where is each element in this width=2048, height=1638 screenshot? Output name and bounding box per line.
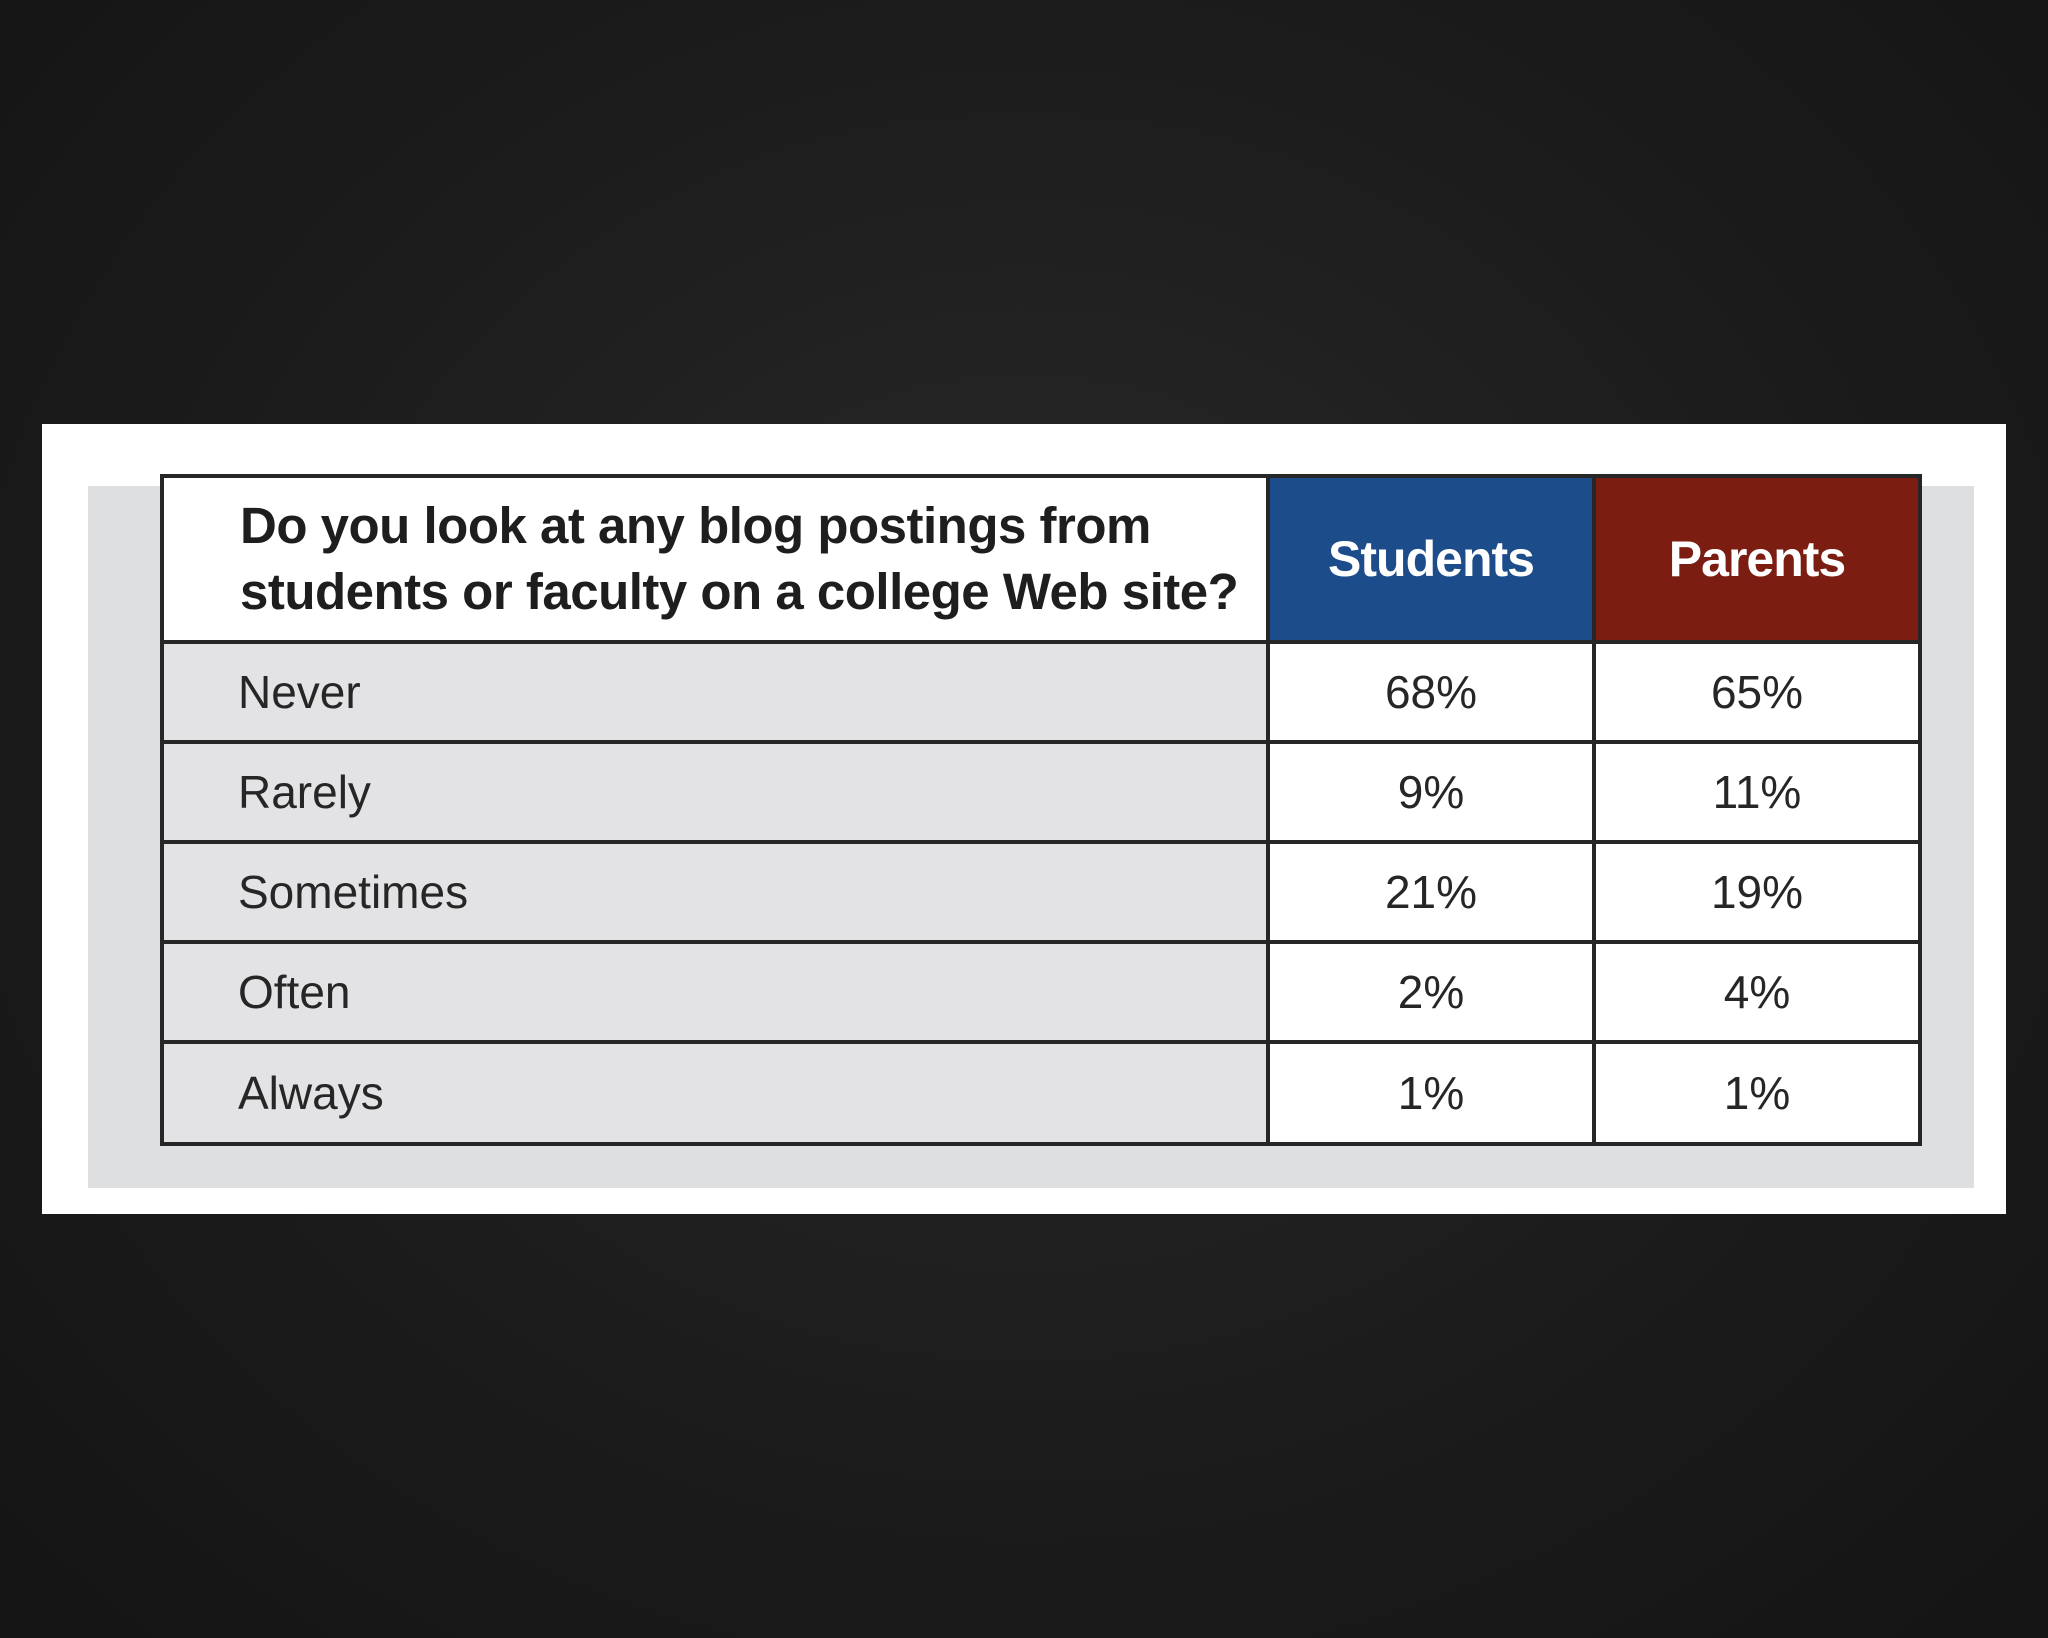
students-value-never: 68% bbox=[1270, 644, 1592, 740]
students-value-rarely: 9% bbox=[1270, 744, 1592, 840]
parents-value-never: 65% bbox=[1596, 644, 1918, 740]
row-label-sometimes: Sometimes bbox=[164, 844, 1266, 940]
row-label-never: Never bbox=[164, 644, 1266, 740]
students-value-often: 2% bbox=[1270, 944, 1592, 1040]
parents-value-rarely: 11% bbox=[1596, 744, 1918, 840]
table-question-header: Do you look at any blog postings from st… bbox=[164, 478, 1266, 640]
students-column-header: Students bbox=[1270, 478, 1592, 640]
parents-value-sometimes: 19% bbox=[1596, 844, 1918, 940]
row-label-always: Always bbox=[164, 1044, 1266, 1142]
parents-value-often: 4% bbox=[1596, 944, 1918, 1040]
row-label-rarely: Rarely bbox=[164, 744, 1266, 840]
row-label-often: Often bbox=[164, 944, 1266, 1040]
parents-column-header: Parents bbox=[1596, 478, 1918, 640]
survey-table: Do you look at any blog postings from st… bbox=[160, 474, 1922, 1146]
students-value-sometimes: 21% bbox=[1270, 844, 1592, 940]
students-value-always: 1% bbox=[1270, 1044, 1592, 1142]
parents-value-always: 1% bbox=[1596, 1044, 1918, 1142]
